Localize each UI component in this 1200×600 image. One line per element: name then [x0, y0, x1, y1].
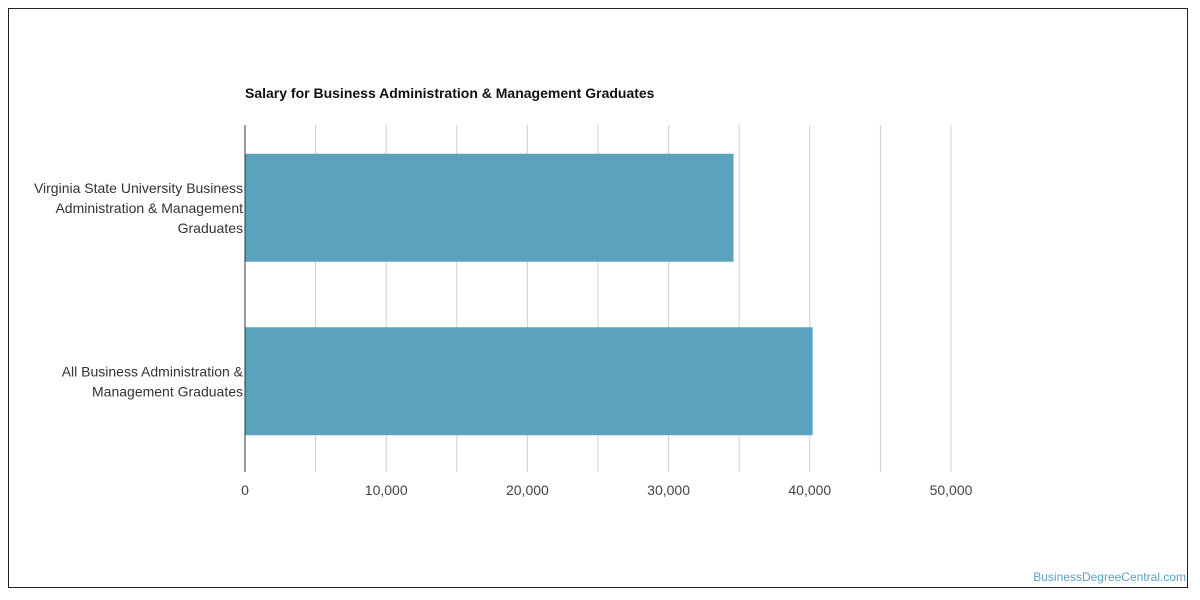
- category-label: Management Graduates: [92, 383, 243, 399]
- x-tick-label: 0: [241, 482, 249, 498]
- watermark[interactable]: BusinessDegreeCentral.com: [1033, 570, 1186, 584]
- chart-frame: [8, 8, 1188, 588]
- category-label: Administration & Management: [55, 200, 243, 216]
- x-tick-label: 30,000: [647, 482, 690, 498]
- category-label: Virginia State University Business: [34, 180, 243, 196]
- x-tick-label: 20,000: [506, 482, 549, 498]
- bar[interactable]: [245, 327, 813, 436]
- bar[interactable]: [245, 153, 734, 262]
- category-labels: Virginia State University Business Admini…: [34, 180, 244, 400]
- category-label: Graduates: [178, 220, 243, 236]
- x-tick-label: 40,000: [788, 482, 831, 498]
- x-tick-label: 10,000: [365, 482, 408, 498]
- x-tick-labels: 0 10,000 20,000 30,000 40,000 50,000: [241, 482, 973, 498]
- bars: [245, 153, 813, 436]
- category-label: All Business Administration &: [62, 363, 244, 379]
- chart-title: Salary for Business Administration & Man…: [245, 85, 655, 101]
- x-tick-label: 50,000: [930, 482, 973, 498]
